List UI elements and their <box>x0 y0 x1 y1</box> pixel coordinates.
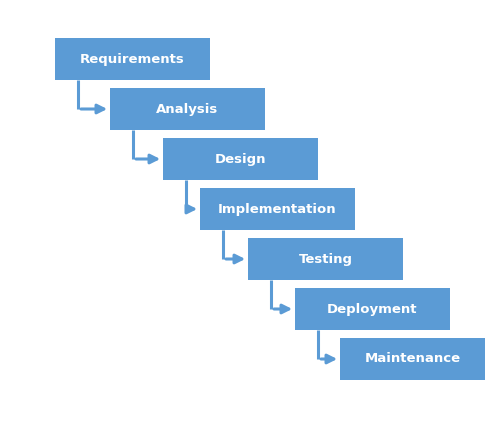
FancyBboxPatch shape <box>340 338 485 380</box>
FancyBboxPatch shape <box>200 188 355 230</box>
FancyBboxPatch shape <box>110 88 265 130</box>
FancyBboxPatch shape <box>248 238 403 280</box>
Text: Design: Design <box>215 153 266 165</box>
Text: Maintenance: Maintenance <box>365 352 461 365</box>
Text: Deployment: Deployment <box>327 302 418 316</box>
FancyBboxPatch shape <box>163 138 318 180</box>
FancyBboxPatch shape <box>295 288 450 330</box>
Text: Testing: Testing <box>299 253 352 266</box>
FancyBboxPatch shape <box>55 38 210 80</box>
Text: Implementation: Implementation <box>218 203 337 215</box>
Text: Analysis: Analysis <box>156 102 218 115</box>
Text: Requirements: Requirements <box>80 52 185 66</box>
